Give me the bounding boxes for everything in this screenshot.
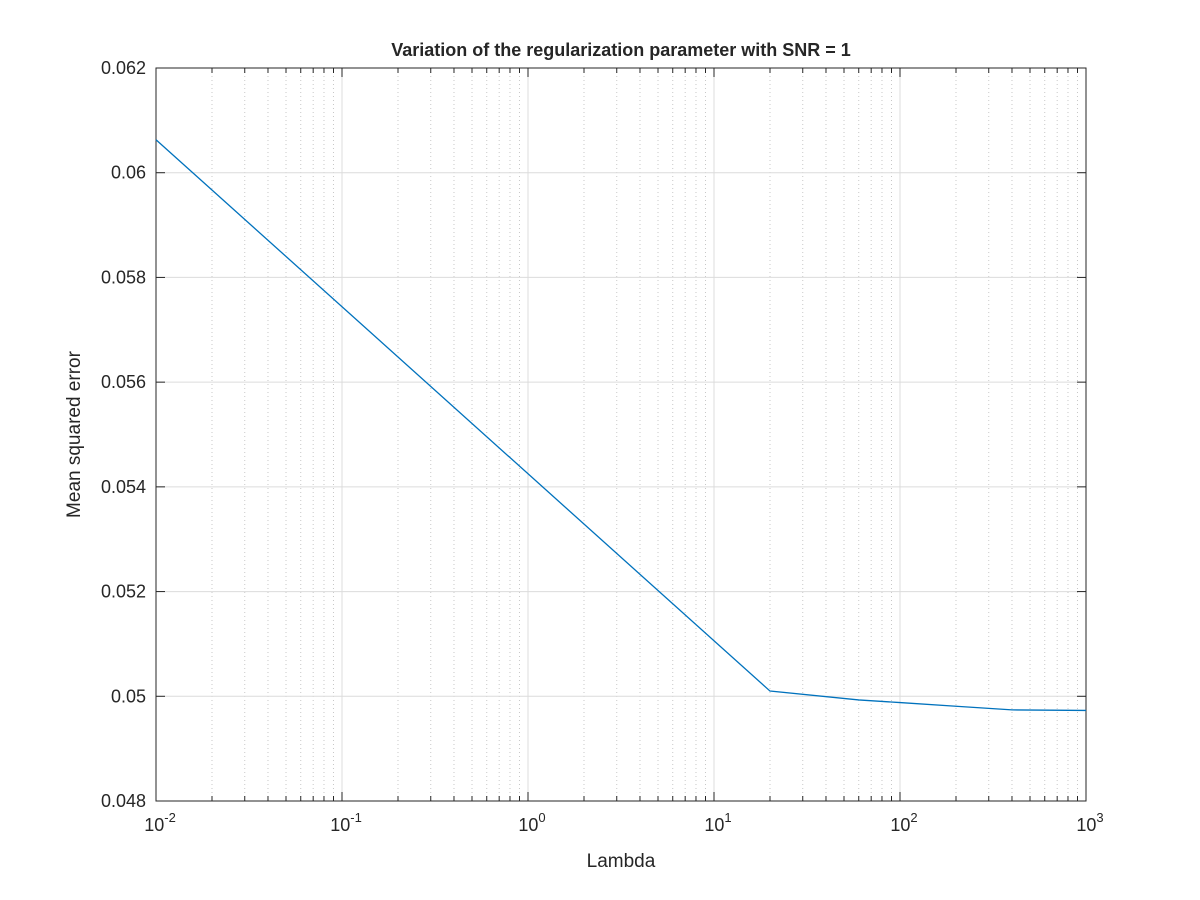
x-tick-label: 100 <box>518 810 545 835</box>
y-tick-label: 0.06 <box>111 163 146 183</box>
y-tick-label: 0.056 <box>101 372 146 392</box>
series-line <box>155 139 1087 712</box>
y-tick-label: 0.062 <box>101 58 146 78</box>
grid-lines <box>156 68 1086 801</box>
y-tick-label: 0.05 <box>111 686 146 706</box>
x-tick-label: 10-2 <box>144 810 176 835</box>
axes-box <box>155 67 1087 802</box>
y-tick-labels: 0.048 0.05 0.052 0.054 0.056 0.058 0.06 0.062 <box>101 58 146 811</box>
y-tick-label: 0.052 <box>101 582 146 602</box>
x-tick-label: 10-1 <box>330 810 362 835</box>
chart-title: Variation of the regularization paramete… <box>391 40 851 60</box>
x-tick-label: 103 <box>1076 810 1103 835</box>
x-tick-label: 101 <box>704 810 731 835</box>
tick-marks <box>155 67 1086 802</box>
x-axis-label: Lambda <box>587 851 656 872</box>
y-tick-label: 0.048 <box>101 791 146 811</box>
series-layer <box>155 139 1087 712</box>
y-axis-label: Mean squared error <box>64 350 85 518</box>
y-tick-label: 0.058 <box>101 267 146 287</box>
x-tick-labels: 10-2 10-1 100 101 102 103 <box>144 810 1103 835</box>
x-tick-label: 102 <box>890 810 917 835</box>
y-tick-label: 0.054 <box>101 477 146 497</box>
